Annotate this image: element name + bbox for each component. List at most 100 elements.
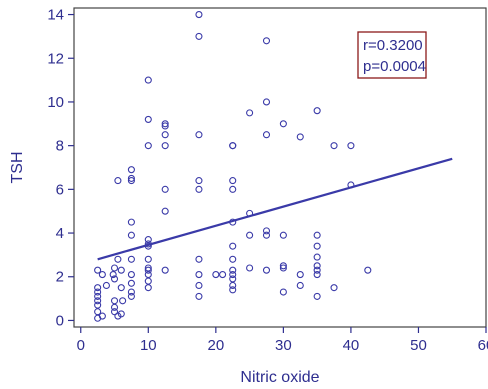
correlation-r-value: r=0.3200	[363, 37, 423, 54]
data-point	[313, 266, 321, 274]
data-point	[347, 142, 355, 150]
data-point	[229, 177, 237, 185]
data-point	[195, 271, 203, 279]
data-point	[330, 284, 338, 292]
data-point	[144, 264, 152, 272]
data-point	[110, 303, 119, 311]
data-point	[144, 242, 152, 250]
data-point	[313, 231, 321, 239]
data-point	[117, 310, 125, 318]
x-tick-label: 30	[275, 337, 292, 354]
data-point	[347, 181, 355, 189]
data-point	[195, 281, 203, 290]
data-point	[110, 275, 119, 283]
data-point	[117, 266, 125, 274]
data-point	[94, 284, 102, 292]
data-point	[229, 255, 237, 263]
data-point	[127, 292, 135, 300]
data-point	[144, 271, 152, 279]
data-point	[195, 255, 203, 263]
data-point	[313, 253, 321, 261]
data-point	[229, 271, 237, 279]
data-point	[127, 166, 135, 174]
data-point	[102, 281, 110, 290]
data-point	[161, 122, 169, 130]
data-point	[109, 271, 117, 279]
data-point	[144, 255, 152, 263]
data-point	[313, 242, 321, 250]
data-point	[296, 281, 304, 290]
data-point	[127, 218, 135, 226]
data-point	[246, 209, 254, 217]
x-tick-label: 20	[207, 337, 224, 354]
data-point	[114, 177, 122, 185]
data-point	[144, 266, 152, 274]
data-point	[110, 264, 119, 272]
x-tick-label: 50	[410, 337, 427, 354]
data-point	[279, 288, 287, 296]
y-axis-label: TSH	[9, 152, 26, 184]
x-tick-label: 40	[343, 337, 360, 354]
data-point	[279, 231, 287, 239]
data-point	[144, 142, 152, 150]
data-point	[229, 281, 237, 290]
data-point	[262, 266, 271, 274]
y-tick-label: 2	[56, 269, 64, 286]
y-tick-label: 10	[47, 94, 64, 111]
x-tick-label: 0	[77, 337, 85, 354]
data-point	[262, 37, 271, 45]
x-tick-label: 10	[140, 337, 157, 354]
data-point	[94, 297, 102, 305]
data-point	[229, 286, 237, 294]
data-point	[296, 133, 304, 141]
data-point	[144, 284, 152, 292]
data-point	[144, 240, 152, 248]
data-point	[313, 292, 321, 300]
data-point	[110, 308, 119, 316]
correlation-p-value: p=0.0004	[363, 58, 426, 75]
data-point	[144, 236, 152, 244]
data-point	[94, 292, 102, 300]
data-point	[219, 271, 227, 279]
data-point	[161, 142, 169, 150]
data-point	[161, 185, 169, 193]
y-tick-label: 4	[56, 225, 64, 242]
data-point	[161, 120, 169, 128]
data-point	[229, 266, 237, 274]
data-point	[262, 98, 271, 106]
data-point	[161, 266, 169, 274]
data-point	[246, 231, 254, 239]
y-tick-label: 14	[47, 7, 64, 24]
data-point	[195, 32, 203, 40]
data-point	[195, 185, 203, 193]
data-point	[117, 284, 125, 292]
data-point	[94, 301, 102, 309]
data-point	[229, 275, 237, 283]
stats-box: r=0.3200 p=0.0004	[357, 31, 427, 79]
data-point	[229, 185, 237, 193]
data-point	[195, 292, 203, 300]
data-point	[246, 109, 254, 117]
data-point	[195, 177, 203, 185]
data-point	[127, 174, 135, 182]
data-point	[195, 131, 203, 139]
data-point	[94, 308, 102, 316]
plot-frame	[73, 7, 487, 328]
data-point	[144, 277, 152, 285]
plot-area: 0 10 20 30 40 50 60 0 2 4 6 8 10 12 14	[47, 7, 488, 354]
data-point	[127, 177, 135, 185]
data-point	[114, 255, 122, 263]
data-point	[262, 231, 271, 239]
data-point	[94, 266, 102, 274]
data-point	[127, 271, 135, 279]
data-point	[229, 142, 237, 150]
data-point	[119, 297, 127, 305]
data-point	[313, 271, 321, 279]
stats-box-frame	[357, 31, 427, 79]
data-point	[98, 312, 106, 320]
y-tick-label: 6	[56, 181, 64, 198]
data-point	[127, 231, 135, 239]
regression-line	[97, 157, 453, 261]
y-tick-label: 8	[56, 138, 64, 155]
data-point	[246, 264, 254, 272]
